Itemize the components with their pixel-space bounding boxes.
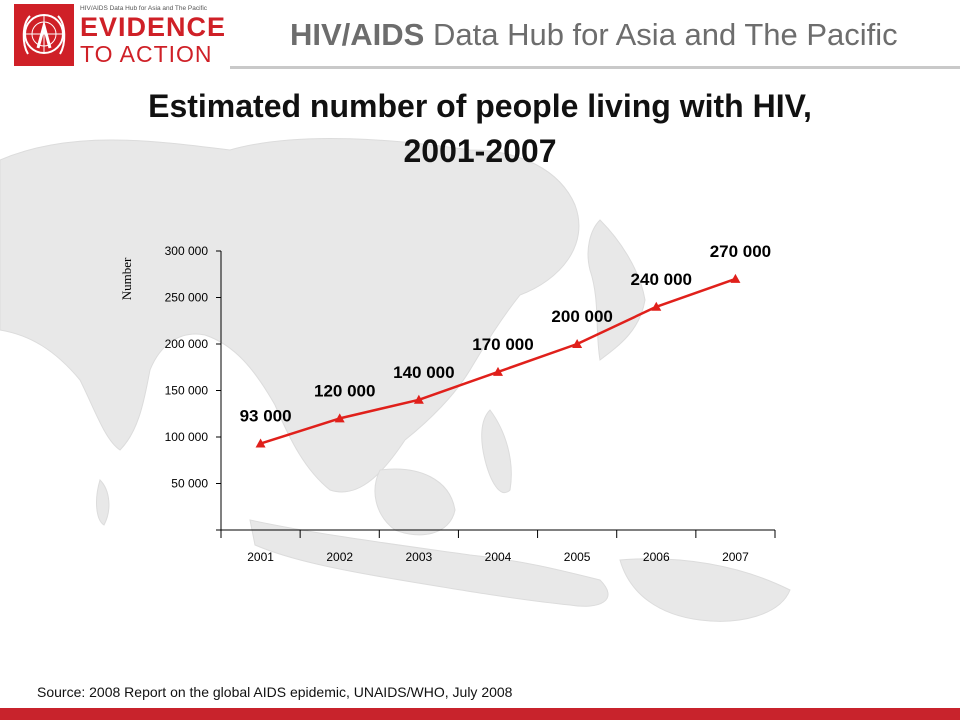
data-point bbox=[730, 273, 741, 283]
logo-text-evidence: EVIDENCE bbox=[80, 12, 227, 42]
x-tick-label: 2001 bbox=[247, 550, 274, 564]
map-landmass-asia bbox=[0, 137, 580, 493]
y-tick-label: 200 000 bbox=[165, 337, 209, 351]
data-label: 170 000 bbox=[472, 335, 533, 354]
source-note: Source: 2008 Report on the global AIDS e… bbox=[37, 684, 513, 700]
logo-text-to-action: TO ACTION bbox=[80, 41, 213, 67]
data-point bbox=[334, 413, 345, 423]
y-tick-label: 50 000 bbox=[171, 477, 208, 491]
data-label: 93 000 bbox=[240, 407, 292, 426]
header-title: HIV/AIDS Data Hub for Asia and The Pacif… bbox=[290, 17, 898, 53]
map-landmass-philippines bbox=[481, 409, 512, 493]
chart-title-line2: 2001-2007 bbox=[403, 133, 557, 169]
x-tick-label: 2005 bbox=[564, 550, 591, 564]
data-label: 240 000 bbox=[631, 270, 692, 289]
y-tick-label: 100 000 bbox=[165, 430, 209, 444]
header-divider bbox=[230, 66, 960, 69]
data-label: 120 000 bbox=[314, 381, 375, 400]
map-landmass-new-guinea bbox=[619, 558, 791, 622]
map-landmass-japan bbox=[587, 219, 646, 361]
data-label: 200 000 bbox=[551, 307, 612, 326]
logo-tagline: HIV/AIDS Data Hub for Asia and The Pacif… bbox=[80, 5, 208, 12]
chart-title-line1: Estimated number of people living with H… bbox=[148, 88, 812, 124]
data-point bbox=[651, 301, 662, 311]
x-tick-label: 2007 bbox=[722, 550, 749, 564]
header-title-bold: HIV/AIDS bbox=[290, 17, 425, 52]
evidence-to-action-logo[interactable]: HIV/AIDS Data Hub for Asia and The Pacif… bbox=[14, 4, 225, 67]
header: HIV/AIDS Data Hub for Asia and The Pacif… bbox=[0, 0, 960, 70]
x-tick-label: 2004 bbox=[485, 550, 512, 564]
data-point bbox=[413, 394, 424, 404]
data-point bbox=[493, 366, 503, 376]
x-tick-label: 2006 bbox=[643, 550, 670, 564]
un-emblem-icon bbox=[14, 4, 74, 66]
map-landmass-indonesia bbox=[249, 519, 609, 607]
series-line bbox=[260, 277, 736, 445]
footer-bar bbox=[0, 708, 960, 720]
x-tick-label: 2003 bbox=[406, 550, 433, 564]
x-tick-label: 2002 bbox=[326, 550, 353, 564]
data-point bbox=[255, 438, 266, 448]
data-label: 270 000 bbox=[710, 242, 771, 261]
y-tick-label: 250 000 bbox=[165, 291, 209, 305]
map-landmass-borneo bbox=[374, 468, 456, 536]
data-label: 140 000 bbox=[393, 363, 454, 382]
map-landmass-sri-lanka bbox=[96, 479, 110, 526]
y-axis-title: Number bbox=[119, 257, 134, 300]
chart-title: Estimated number of people living with H… bbox=[0, 84, 960, 174]
data-point bbox=[572, 339, 583, 348]
header-title-rest: Data Hub for Asia and The Pacific bbox=[424, 17, 898, 52]
y-tick-label: 300 000 bbox=[165, 244, 209, 258]
y-tick-label: 150 000 bbox=[165, 384, 209, 398]
